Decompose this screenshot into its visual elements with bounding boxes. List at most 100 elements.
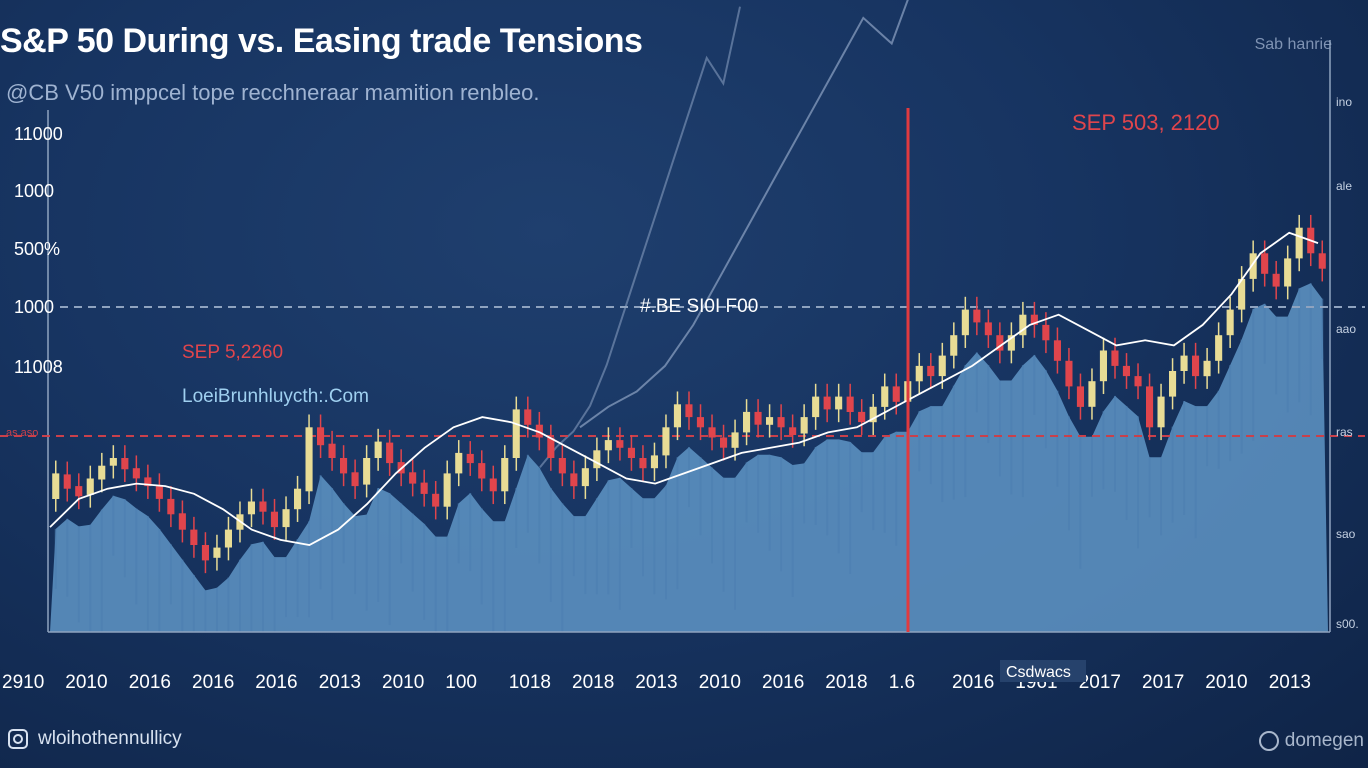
candle-body xyxy=(685,404,693,418)
candle-body xyxy=(63,474,71,489)
x-tick-label: 2016 xyxy=(762,672,804,693)
x-tick-label: 2017 xyxy=(1079,672,1121,693)
candle-body xyxy=(800,417,808,434)
candle-body xyxy=(259,501,267,512)
candle-body xyxy=(1272,273,1280,287)
ma-line-layer xyxy=(49,231,1319,546)
candle-body xyxy=(294,488,302,510)
candle-body xyxy=(984,322,992,336)
candle-body xyxy=(305,427,313,492)
x-tick-label: 2010 xyxy=(65,672,107,693)
candle-body xyxy=(501,458,509,492)
candle-body xyxy=(915,365,923,382)
candle-body xyxy=(673,404,681,428)
candle-body xyxy=(812,396,820,418)
candle-body xyxy=(466,453,474,464)
candle-body xyxy=(616,440,624,448)
x-tick-label: 2018 xyxy=(572,672,614,693)
candle-body xyxy=(317,427,325,446)
candle-body xyxy=(1134,376,1142,387)
x-tick-label: 1.6 xyxy=(889,672,915,693)
x-tick-label: 2016 xyxy=(255,672,297,693)
candle-body xyxy=(950,335,958,356)
annotation-sep-right: SEP 503, 2120 xyxy=(1072,110,1220,135)
x-tick-label: 2016 xyxy=(192,672,234,693)
x-tick-label: 2013 xyxy=(635,672,677,693)
x-tick-label: 2016 xyxy=(129,672,171,693)
candle-body xyxy=(869,406,877,423)
x-tick-label: 100 xyxy=(445,672,477,693)
candle-body xyxy=(754,411,762,425)
candle-body xyxy=(409,472,417,484)
candle-body xyxy=(455,452,463,474)
x-tick-label: 2010 xyxy=(699,672,741,693)
candle-body xyxy=(52,473,60,499)
candle-body xyxy=(340,458,348,474)
x-tick-label: 2010 xyxy=(1205,672,1247,693)
candle-body xyxy=(190,529,198,545)
annotation-sep-left: SEP 5,2260 xyxy=(182,342,283,363)
candle-body xyxy=(1203,360,1211,377)
candle-body xyxy=(374,441,382,458)
y-tick-label: 11000 xyxy=(14,124,63,144)
top-right-label: Sab hanrie xyxy=(1254,36,1332,53)
annotation-bottom-badge: Csdwacs xyxy=(1006,664,1071,681)
x-tick-label: 2013 xyxy=(1269,672,1311,693)
x-tick-label: 2910 xyxy=(2,672,44,693)
annotation-middle: #.BE SI0I F00 xyxy=(640,296,758,317)
candle-body xyxy=(789,427,797,435)
x-tick-label: 2016 xyxy=(952,672,994,693)
candle-body xyxy=(650,455,658,469)
y-tick-label: 11008 xyxy=(14,357,63,377)
chart-title: S&P 50 During vs. Easing trade Tensions xyxy=(0,22,643,60)
gray-line-layer xyxy=(539,0,909,468)
candle-body xyxy=(1019,314,1027,336)
candle-body xyxy=(98,465,106,480)
candle-body xyxy=(1215,335,1223,361)
x-tick-label: 2018 xyxy=(825,672,867,693)
candle-body xyxy=(386,442,394,464)
candle-body xyxy=(351,472,359,487)
candle-body xyxy=(1007,335,1015,351)
y-tick-label: 1000 xyxy=(14,181,54,201)
candle-body xyxy=(282,509,290,528)
candle-body xyxy=(639,458,647,469)
candle-body xyxy=(167,498,175,515)
candle-body xyxy=(155,486,163,499)
right-tick-label: sao xyxy=(1336,527,1356,541)
candle-body xyxy=(132,468,140,479)
candle-body xyxy=(627,447,635,458)
candle-body xyxy=(247,501,255,515)
candle-body xyxy=(731,432,739,448)
candle-body xyxy=(1157,396,1165,428)
candle-body xyxy=(581,468,589,487)
footer-left-text: wloihothennullicy xyxy=(38,728,182,749)
candle-body xyxy=(443,473,451,507)
candle-body xyxy=(420,482,428,494)
candle-body xyxy=(547,437,555,458)
candle-body xyxy=(558,458,566,474)
candle-body xyxy=(938,355,946,377)
right-tick-label: s00. xyxy=(1336,617,1359,631)
candle-body xyxy=(524,409,532,425)
right-tick-label: ras xyxy=(1336,425,1353,439)
right-tick-label: aao xyxy=(1336,322,1356,336)
candle-body xyxy=(489,478,497,492)
candle-body xyxy=(766,417,774,425)
candle-body xyxy=(1065,360,1073,387)
candle-body xyxy=(1192,355,1200,377)
candle-body xyxy=(996,335,1004,351)
tick-labels-layer: 11000 1000 500% 1000 11008 as.aso ino ale aao sao… xyxy=(2,95,1359,693)
footer-right: domegen xyxy=(1258,730,1364,752)
candle-body xyxy=(1053,340,1061,361)
x-tick-label: 1018 xyxy=(509,672,551,693)
candle-body xyxy=(478,463,486,479)
brand-mark-icon xyxy=(1258,731,1279,751)
candle-body xyxy=(662,427,670,456)
candle-body xyxy=(777,417,785,428)
candle-body xyxy=(846,396,854,412)
right-tick-label: ale xyxy=(1336,179,1352,193)
candle-body xyxy=(743,411,751,433)
candle-body xyxy=(328,443,336,458)
